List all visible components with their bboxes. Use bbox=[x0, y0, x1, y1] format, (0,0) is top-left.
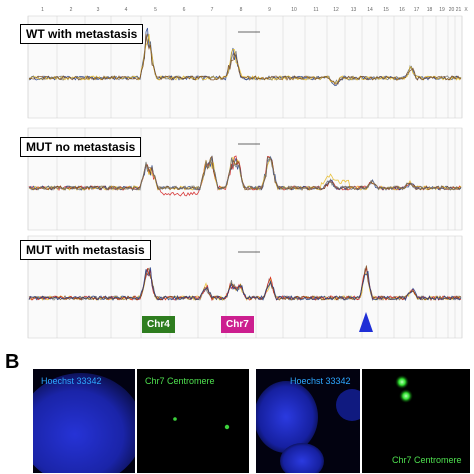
panel-b: B Hoechst 33342 Chr7 Centromere bbox=[0, 345, 474, 474]
micrograph-hoechst-1: Hoechst 33342 bbox=[33, 369, 135, 473]
chromosome-label: 1 bbox=[41, 7, 44, 13]
chr7-tag: Chr7 bbox=[221, 316, 254, 333]
arrowhead-icon bbox=[359, 312, 373, 332]
chromosome-label: 16 bbox=[399, 7, 405, 13]
copy-number-trace bbox=[28, 267, 462, 302]
stain-label-chr7-1: Chr7 Centromere bbox=[145, 376, 215, 386]
chromosome-label: 13 bbox=[351, 7, 357, 13]
micrograph-chr7-2: Chr7 Centromere bbox=[362, 369, 470, 473]
track-label-mut-no-metastasis: MUT no metastasis bbox=[20, 137, 142, 157]
track-label-wt-with-metastasis: WT with metastasis bbox=[20, 24, 144, 44]
copy-number-trace bbox=[28, 33, 462, 85]
chromosome-label: 4 bbox=[125, 7, 128, 13]
chr4-tag: Chr4 bbox=[142, 316, 175, 333]
chromosome-label: 3 bbox=[97, 7, 100, 13]
panel-b-letter: B bbox=[5, 351, 20, 373]
track-label-mut-with-metastasis: MUT with metastasis bbox=[20, 240, 151, 260]
chromosome-label: 19 bbox=[439, 7, 445, 13]
copy-number-plot: 1 2 3 4 5 6 7 8 9 10 11 12 13 14 15 16 17 18 19 20 21 X bbox=[27, 7, 468, 339]
chromosome-label: 5 bbox=[154, 7, 157, 13]
copy-number-trace bbox=[28, 156, 462, 191]
chromosome-label: 10 bbox=[291, 7, 297, 13]
chromosome-label: 2 bbox=[70, 7, 73, 13]
chromosome-label: 9 bbox=[268, 7, 271, 13]
stain-label-hoechst-1: Hoechst 33342 bbox=[41, 376, 102, 386]
chromosome-label: 7 bbox=[211, 7, 214, 13]
micrograph-hoechst-2: Hoechst 33342 bbox=[256, 369, 360, 473]
chromosome-label: 11 bbox=[313, 7, 318, 13]
chromosome-label: 15 bbox=[383, 7, 389, 13]
chromosome-label: 14 bbox=[367, 7, 373, 13]
chromosome-label: 12 bbox=[333, 7, 339, 13]
copy-number-trace bbox=[28, 267, 462, 302]
micrograph-chr7-1: Chr7 Centromere bbox=[137, 369, 249, 473]
chromosome-label: 21 bbox=[456, 7, 462, 13]
copy-number-trace bbox=[28, 27, 462, 87]
panel-a: 1 2 3 4 5 6 7 8 9 10 11 12 13 14 15 16 17 18 19 20 21 X WT wi… bbox=[20, 7, 468, 339]
chromosome-label: 6 bbox=[183, 7, 186, 13]
stain-label-hoechst-2: Hoechst 33342 bbox=[290, 376, 351, 386]
copy-number-trace bbox=[28, 155, 462, 191]
chromosome-label: X bbox=[464, 7, 468, 13]
chromosome-label: 18 bbox=[427, 7, 433, 13]
chromosome-label: 8 bbox=[240, 7, 243, 13]
copy-number-trace bbox=[28, 33, 462, 85]
chromosome-label: 17 bbox=[414, 7, 420, 13]
chromosome-label: 20 bbox=[449, 7, 455, 13]
stain-label-chr7-2: Chr7 Centromere bbox=[392, 455, 462, 465]
